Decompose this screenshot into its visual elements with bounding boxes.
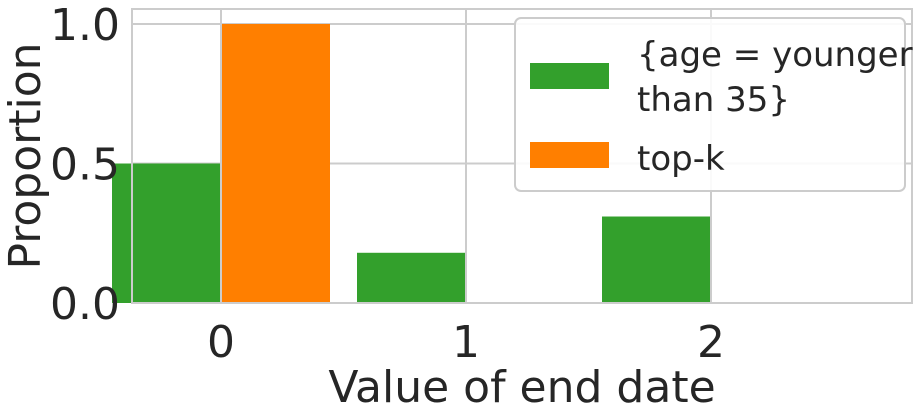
x-tick-label: 1 — [452, 317, 480, 368]
bar — [112, 163, 220, 303]
legend: {age = younger than 35} top-k — [514, 17, 913, 192]
x-tick-labels: 0 1 2 — [207, 317, 725, 368]
x-tick-label: 0 — [207, 317, 235, 368]
legend-box — [514, 17, 906, 192]
legend-label: top-k — [637, 139, 725, 179]
legend-swatch — [530, 63, 609, 89]
bars — [112, 24, 710, 303]
legend-swatch — [530, 142, 609, 168]
y-tick-label: 0.0 — [50, 279, 120, 330]
bar — [602, 216, 710, 303]
legend-label: than 35} — [637, 80, 790, 120]
y-tick-labels: 0.0 0.5 1.0 — [50, 0, 120, 330]
y-tick-label: 0.5 — [50, 140, 120, 191]
y-tick-label: 1.0 — [50, 0, 120, 51]
bar — [222, 24, 330, 303]
x-axis-label: Value of end date — [328, 362, 715, 413]
legend-label: {age = younger — [637, 35, 913, 75]
bar — [357, 252, 465, 303]
x-tick-label: 2 — [697, 317, 725, 368]
plot-frame — [131, 8, 913, 304]
y-axis-label: Proportion — [0, 42, 51, 269]
